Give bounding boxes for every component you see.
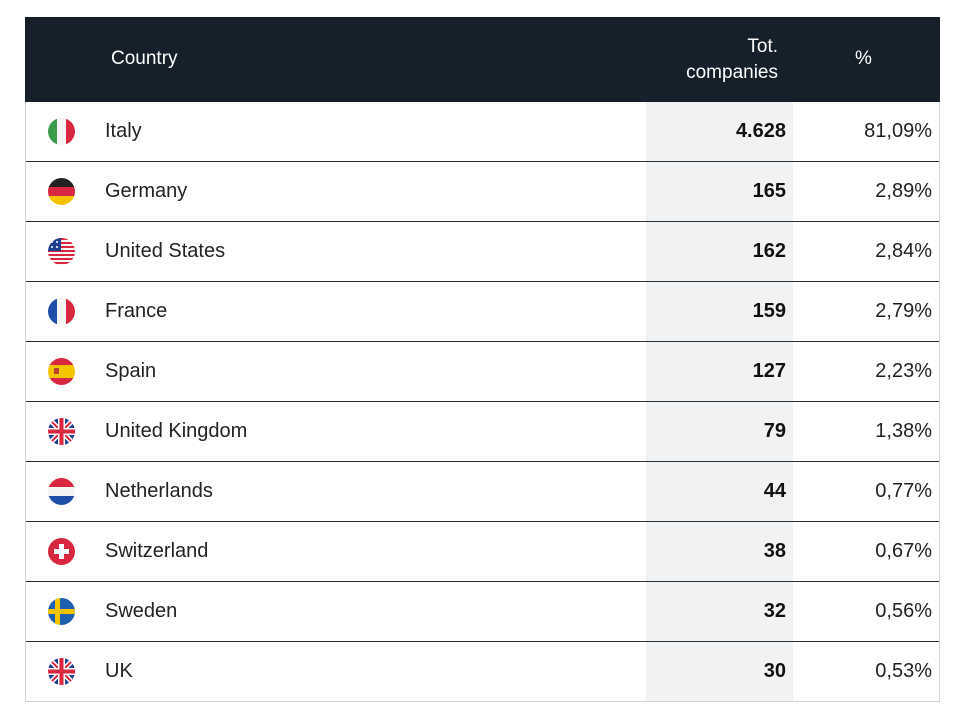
country-name: Sweden [105, 600, 178, 622]
total-companies-value: 127 [752, 360, 786, 382]
table-row: Italy 4.628 81,09% [26, 102, 939, 162]
table-row: United States 162 2,84% [26, 222, 939, 282]
table-row: United Kingdom 79 1,38% [26, 402, 939, 462]
total-column-shade [646, 162, 793, 221]
table-row: Spain 127 2,23% [26, 342, 939, 402]
total-companies-value: 38 [763, 540, 786, 562]
country-name: United Kingdom [105, 420, 248, 442]
country-name: France [105, 300, 168, 322]
france-flag-icon [48, 298, 75, 325]
country-name: Switzerland [105, 540, 209, 562]
country-name: United States [105, 240, 226, 262]
percent-value: 0,53% [875, 660, 932, 682]
table-row: Germany 165 2,89% [26, 162, 939, 222]
table-row: UK 30 0,53% [26, 642, 939, 702]
total-column-shade [646, 522, 793, 581]
table-row: Sweden 32 0,56% [26, 582, 939, 642]
total-column-shade [646, 222, 793, 281]
table-row: France 159 2,79% [26, 282, 939, 342]
total-companies-value: 4.628 [735, 120, 786, 142]
column-header-country: Country [111, 48, 178, 69]
country-name: Italy [105, 120, 142, 142]
total-companies-value: 162 [752, 240, 786, 262]
united-kingdom-flag-icon [48, 418, 75, 445]
country-name: Germany [105, 180, 188, 202]
germany-flag-icon [48, 178, 75, 205]
total-companies-value: 30 [763, 660, 786, 682]
total-companies-value: 79 [763, 420, 786, 442]
percent-value: 0,67% [875, 540, 932, 562]
netherlands-flag-icon [48, 478, 75, 505]
column-header-percent: % [855, 48, 872, 69]
total-column-shade [646, 342, 793, 401]
sweden-flag-icon [48, 598, 75, 625]
column-header-total-companies: Tot. companies [686, 36, 778, 83]
total-companies-value: 165 [752, 180, 786, 202]
total-companies-value: 159 [752, 300, 786, 322]
table-row: Switzerland 38 0,67% [26, 522, 939, 582]
country-companies-table: Country Tot. companies % Italy 4.628 81,09… [25, 17, 940, 702]
percent-value: 2,23% [875, 360, 932, 382]
total-column-shade [646, 282, 793, 341]
italy-flag-icon [48, 118, 75, 145]
total-column-shade [646, 582, 793, 641]
percent-value: 1,38% [875, 420, 932, 442]
united-kingdom-flag-icon [48, 658, 75, 685]
total-column-shade [646, 642, 793, 701]
country-name: Netherlands [105, 480, 213, 502]
united-states-flag-icon [48, 238, 75, 265]
spain-flag-icon [48, 358, 75, 385]
table-header: Country Tot. companies % [25, 17, 940, 102]
percent-value: 0,56% [875, 600, 932, 622]
total-column-shade [646, 402, 793, 461]
total-column-shade [646, 462, 793, 521]
country-name: UK [105, 660, 133, 682]
table-body: Italy 4.628 81,09% Germany 165 2,89% United St… [25, 102, 940, 702]
table-row: Netherlands 44 0,77% [26, 462, 939, 522]
total-companies-value: 32 [763, 600, 786, 622]
country-name: Spain [105, 360, 157, 382]
switzerland-flag-icon [48, 538, 75, 565]
percent-value: 81,09% [864, 120, 932, 142]
percent-value: 2,84% [875, 240, 932, 262]
total-column-shade [646, 102, 793, 161]
percent-value: 2,79% [875, 300, 932, 322]
percent-value: 2,89% [875, 180, 932, 202]
percent-value: 0,77% [875, 480, 932, 502]
total-companies-value: 44 [763, 480, 786, 502]
